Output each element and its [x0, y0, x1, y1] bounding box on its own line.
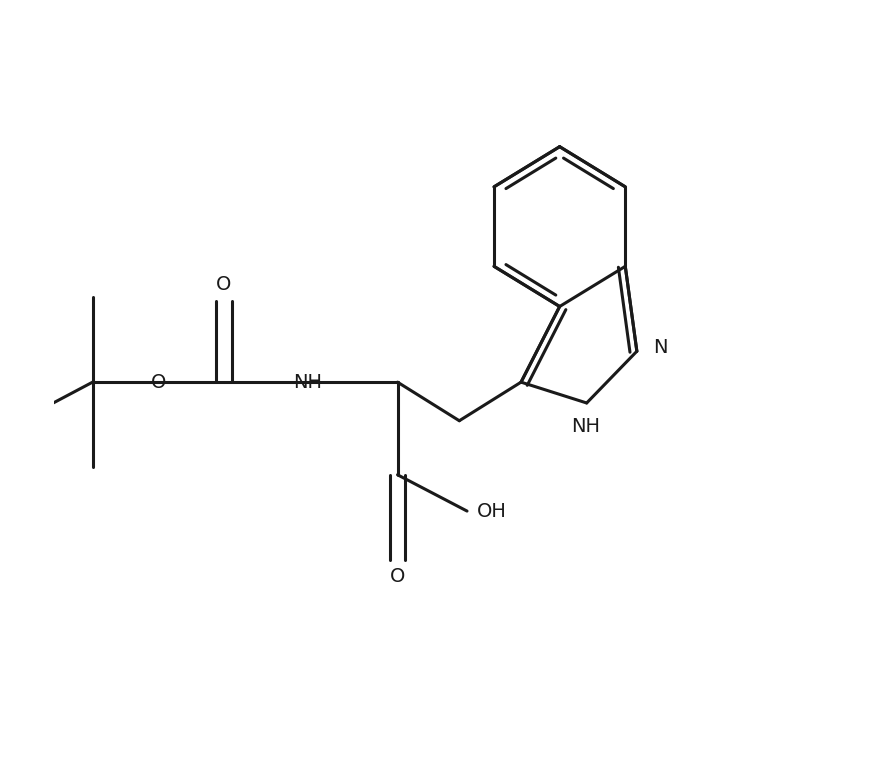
Text: OH: OH [477, 502, 507, 520]
Text: NH: NH [293, 373, 322, 391]
Text: O: O [390, 567, 405, 586]
Text: N: N [653, 338, 667, 357]
Text: O: O [150, 373, 166, 391]
Text: O: O [216, 275, 231, 293]
Text: NH: NH [570, 417, 599, 435]
